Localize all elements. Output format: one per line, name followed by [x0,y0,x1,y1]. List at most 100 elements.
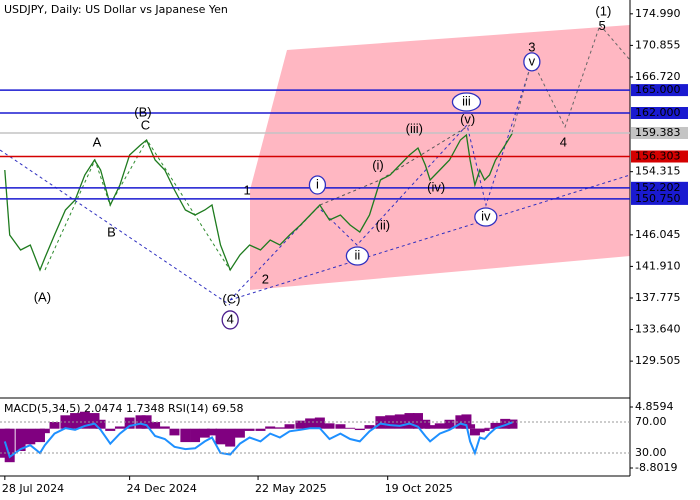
price-level-box [631,126,688,139]
price-level-box [631,192,688,205]
y-tick-label: -8.8019 [635,461,677,474]
macd-bar [265,426,276,429]
macd-bar [305,418,316,429]
y-tick-label: 146.045 [635,228,681,241]
wave-circle [523,52,541,72]
series-line [4,132,514,272]
y-tick-label: 4.8594 [635,400,674,413]
macd-bar [295,420,306,429]
macd-bar [345,427,356,429]
macd-bar [79,411,90,429]
wave-circle [308,175,327,195]
macd-bar [404,413,415,429]
macd-bar [34,428,45,443]
macd-bar [105,428,116,431]
macd-bar [141,415,152,429]
y-tick-label: 154.315 [635,165,681,178]
macd-bar [49,422,60,429]
wave-label: 4 [227,311,234,326]
wave-line [229,61,533,301]
macd-bar [234,428,245,438]
macd-bar [354,428,365,431]
macd-bar [207,428,218,436]
price-level-box [631,84,688,97]
wave-label: 3 [528,40,535,55]
macd-bar [114,426,125,429]
y-tick-label: 133.640 [635,323,681,336]
macd-bar [484,427,495,429]
macd-bar [190,428,201,443]
y-tick-label: 174.990 [635,7,681,20]
x-tick-label: 19 Oct 2025 [385,482,453,495]
price-level-box [631,107,688,120]
wave-circle [221,310,239,330]
macd-bar [434,423,445,429]
x-tick-label: 24 Dec 2024 [127,482,197,495]
price-channel [250,25,630,290]
macd-bar [425,425,436,429]
macd-bar [215,428,226,445]
wave-label: 4 [560,134,567,149]
y2-tick-label: 30.00 [635,446,667,459]
macd-bar [412,413,423,429]
wave-label: iii [462,93,471,108]
macd-bar [244,428,255,431]
macd-bar [159,426,170,429]
y-tick-label: 166.720 [635,70,681,83]
macd-bar [284,424,295,429]
wave-label: A [93,134,102,149]
macd-bar [15,428,26,452]
macd-bar [420,419,431,429]
trend-line [229,174,631,301]
macd-bar [394,414,405,429]
wave-label: (iii) [406,121,423,136]
series-line [3,421,513,459]
wave-label: (C) [222,292,240,307]
macd-bar [180,428,191,443]
macd-bar [490,422,501,429]
macd-bar [500,418,511,429]
price-level-label: 152.202 [635,181,681,194]
macd-bar [199,428,210,438]
wave-label: i [316,176,319,191]
wave-label: B [107,224,116,239]
macd-bar [39,428,50,434]
macd-bar [324,423,335,429]
macd-bar [4,428,15,463]
macd-bar [335,424,346,429]
wave-label: (1) [595,4,611,19]
price-level-box [631,181,688,194]
macd-bar [444,419,455,429]
macd-bar [255,428,266,431]
wave-label: (B) [134,104,151,119]
macd-bar [150,422,161,429]
chart-title: USDJPY, Daily: US Dollar vs Japanese Yen [4,3,228,16]
macd-bar [70,413,81,429]
y-tick-label: 137.775 [635,291,681,304]
wave-label: (v) [460,111,475,126]
macd-bar [314,417,325,429]
wave-label: (A) [34,290,51,305]
y2-tick-label: 70.00 [635,415,667,428]
macd-bar [274,427,285,429]
macd-bar [89,413,100,429]
wave-label: 5 [599,18,606,33]
price-level-label: 162.000 [635,106,681,119]
y-tick-label: 141.910 [635,259,681,272]
macd-bar [124,417,135,429]
macd-bar [364,425,375,429]
indicator-title: MACD(5,34,5) 2.0474 1.7348 RSI(14) 69.58 [4,402,243,415]
wave-label: (ii) [376,217,390,232]
price-level-label: 159.383 [635,126,681,139]
wave-circle [451,92,482,112]
wave-circle [345,246,370,266]
wave-label: 2 [262,272,269,287]
macd-bar [385,415,396,429]
wave-label: (iv) [427,179,445,194]
x-tick-label: 22 May 2025 [255,482,327,495]
macd-bar [225,428,236,447]
wave-label: v [529,53,536,68]
wave-label: iv [481,208,491,223]
